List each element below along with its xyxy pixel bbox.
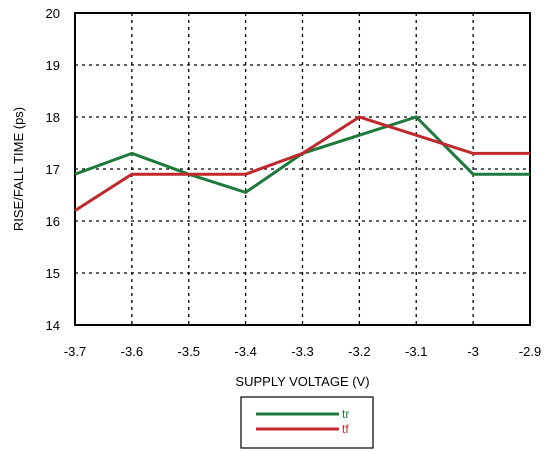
- y-tick-label: 18: [46, 110, 60, 125]
- plot-frame: [74, 12, 531, 326]
- series-line-tf: [74, 115, 530, 212]
- y-tick-label: 19: [46, 58, 60, 73]
- legend-label-tr: tr: [342, 407, 349, 421]
- legend-label-tf: tf: [342, 422, 349, 436]
- x-tick-label: -3.6: [121, 344, 143, 359]
- axis-ticks: -3.7 -3.6 -3.5 -3.4 -3.3 -3.2 -3.1 -3 -2.9 14 15 16…: [46, 6, 542, 359]
- y-tick-label: 16: [46, 214, 60, 229]
- x-tick-label: -3.4: [234, 344, 256, 359]
- x-tick-label: -2.9: [519, 344, 541, 359]
- y-tick-label: 17: [46, 162, 60, 177]
- grid-lines: [75, 13, 530, 325]
- data-series: [74, 115, 530, 212]
- x-tick-label: -3.1: [405, 344, 427, 359]
- y-tick-label: 15: [46, 266, 60, 281]
- y-tick-label: 14: [46, 318, 60, 333]
- x-tick-label: -3: [467, 344, 479, 359]
- x-tick-label: -3.7: [64, 344, 86, 359]
- x-axis-label: SUPPLY VOLTAGE (V): [235, 374, 369, 389]
- x-tick-label: -3.5: [178, 344, 200, 359]
- x-tick-label: -3.3: [291, 344, 313, 359]
- y-tick-label: 20: [46, 6, 60, 21]
- y-axis-label: RISE/FALL TIME (ps): [11, 107, 26, 231]
- x-tick-label: -3.2: [348, 344, 370, 359]
- legend-box: [240, 396, 374, 449]
